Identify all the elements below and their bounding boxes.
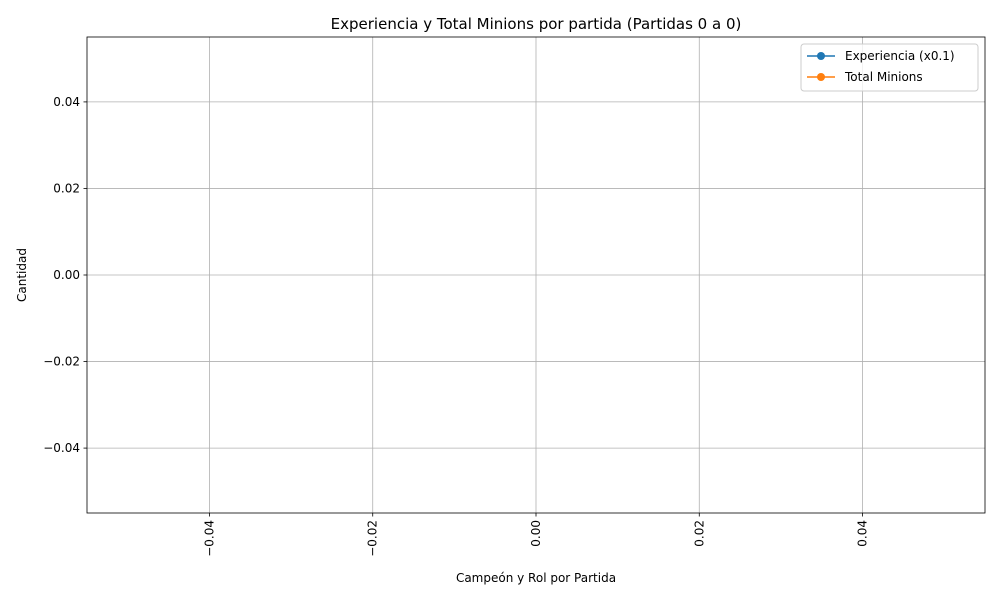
x-axis-label: Campeón y Rol por Partida (456, 571, 616, 585)
x-tick-label: 0.04 (856, 520, 870, 547)
y-tick-label: −0.02 (43, 355, 80, 369)
y-axis-label: Cantidad (15, 248, 29, 302)
chart-title: Experiencia y Total Minions por partida … (331, 15, 742, 33)
legend: Experiencia (x0.1) Total Minions (800, 43, 979, 92)
legend-marker-experiencia (817, 52, 825, 60)
x-tick-label: −0.04 (202, 520, 216, 557)
x-tick-label: 0.00 (529, 520, 543, 547)
y-tick-label: −0.04 (43, 441, 80, 455)
x-tick-label: 0.02 (692, 520, 706, 547)
legend-label-experiencia: Experiencia (x0.1) (845, 49, 955, 63)
grid (87, 37, 985, 513)
legend-box (800, 43, 979, 92)
legend-label-total-minions: Total Minions (844, 70, 923, 84)
y-tick-label: 0.00 (53, 268, 80, 282)
legend-marker-total-minions (817, 73, 825, 81)
y-tick-label: 0.02 (53, 181, 80, 195)
x-tick-label: −0.02 (366, 520, 380, 557)
x-axis-ticks: −0.04 −0.02 0.00 0.02 0.04 (202, 513, 870, 557)
y-axis-ticks: −0.04 −0.02 0.00 0.02 0.04 (43, 95, 87, 455)
y-tick-label: 0.04 (53, 95, 80, 109)
